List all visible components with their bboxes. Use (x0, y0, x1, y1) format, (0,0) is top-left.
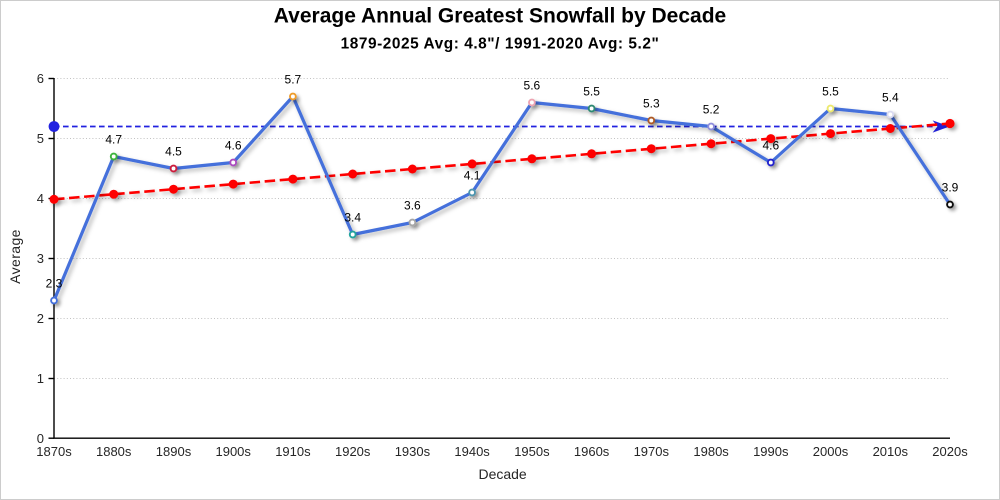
svg-text:3.4: 3.4 (344, 211, 361, 225)
svg-text:Decade: Decade (478, 466, 526, 482)
svg-text:1980s: 1980s (693, 444, 729, 459)
svg-text:1970s: 1970s (634, 444, 670, 459)
svg-text:1890s: 1890s (156, 444, 192, 459)
svg-text:1990s: 1990s (753, 444, 789, 459)
svg-text:1910s: 1910s (275, 444, 311, 459)
svg-text:Average Annual Greatest Snowfa: Average Annual Greatest Snowfall by Deca… (274, 5, 726, 28)
svg-text:3.6: 3.6 (404, 199, 421, 213)
svg-text:1920s: 1920s (335, 444, 371, 459)
svg-text:1960s: 1960s (574, 444, 610, 459)
svg-text:2020s: 2020s (932, 444, 968, 459)
svg-text:6: 6 (37, 71, 44, 86)
svg-text:4.7: 4.7 (105, 133, 122, 147)
svg-text:1879-2025 Avg: 4.8"/ 1991-2020: 1879-2025 Avg: 4.8"/ 1991-2020 Avg: 5.2" (341, 35, 660, 52)
svg-text:0: 0 (37, 431, 44, 446)
svg-text:1870s: 1870s (36, 444, 72, 459)
svg-text:2000s: 2000s (813, 444, 849, 459)
svg-text:5.3: 5.3 (643, 97, 660, 111)
svg-text:4.5: 4.5 (165, 145, 182, 159)
svg-text:2010s: 2010s (873, 444, 909, 459)
svg-text:5.2: 5.2 (703, 103, 720, 117)
svg-text:5.5: 5.5 (822, 85, 839, 99)
svg-text:4.6: 4.6 (762, 139, 779, 153)
svg-text:2: 2 (37, 311, 44, 326)
svg-text:5.6: 5.6 (524, 79, 541, 93)
svg-text:1900s: 1900s (215, 444, 251, 459)
svg-text:1: 1 (37, 371, 44, 386)
svg-text:4.6: 4.6 (225, 139, 242, 153)
svg-text:1940s: 1940s (454, 444, 490, 459)
svg-text:3.9: 3.9 (942, 181, 959, 195)
svg-text:Average: Average (7, 229, 23, 284)
svg-text:4.1: 4.1 (464, 169, 481, 183)
svg-text:3: 3 (37, 251, 44, 266)
svg-text:5.5: 5.5 (583, 85, 600, 99)
svg-text:5: 5 (37, 131, 44, 146)
svg-text:1930s: 1930s (395, 444, 431, 459)
svg-text:1880s: 1880s (96, 444, 132, 459)
svg-text:4: 4 (37, 191, 44, 206)
svg-text:5.4: 5.4 (882, 91, 899, 105)
svg-text:1950s: 1950s (514, 444, 550, 459)
svg-text:5.7: 5.7 (285, 73, 302, 87)
svg-text:2.3: 2.3 (46, 277, 63, 291)
